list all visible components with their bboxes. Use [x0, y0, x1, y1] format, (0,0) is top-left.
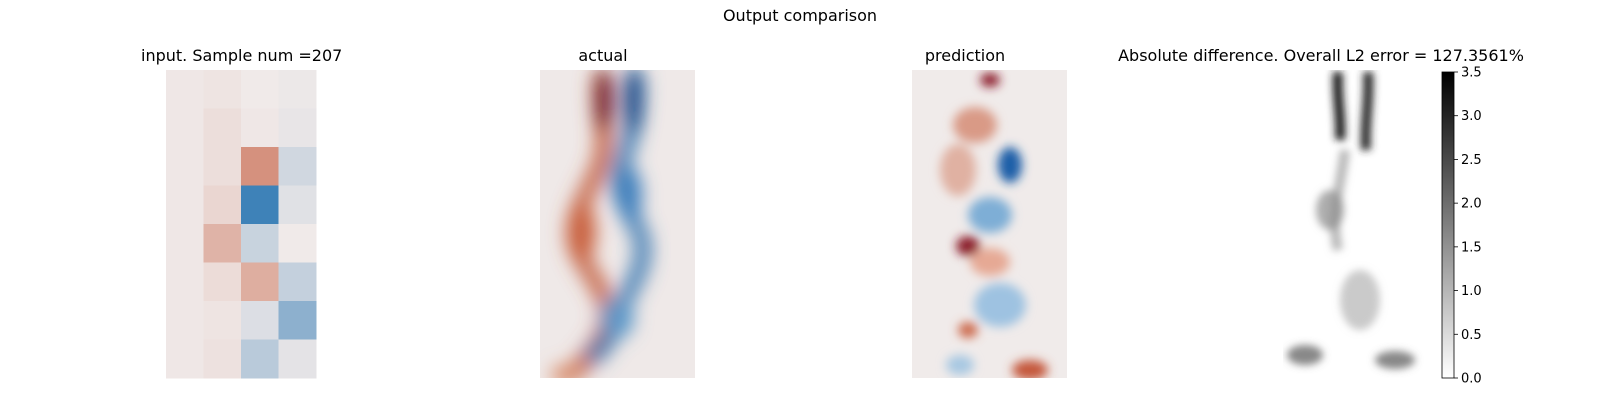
input-cell-r6-c2	[241, 301, 279, 340]
input-cell-r1-c0	[166, 108, 204, 148]
input-cell-r2-c2	[241, 147, 279, 186]
colorbar-tick-label: 0.5	[1461, 328, 1482, 343]
difference-gray-patch-1	[1316, 190, 1344, 230]
input-cell-r1-c2	[241, 108, 279, 148]
input-cell-r4-c3	[278, 224, 317, 263]
figure-title: Output comparison	[722, 6, 878, 25]
input-cell-r0-c1	[203, 70, 242, 109]
colorbar-tick-label: 2.5	[1461, 153, 1482, 168]
actual-panel-title: actual	[578, 46, 628, 65]
difference-background	[1283, 70, 1438, 378]
actual-red-lobe	[568, 202, 596, 262]
colorbar-tick-label: 1.0	[1461, 284, 1482, 299]
difference-dark-streak-2	[1360, 71, 1374, 151]
prediction-blue-blob-3	[974, 283, 1026, 327]
input-cell-r2-c0	[166, 147, 204, 186]
difference-gray-patch-4	[1375, 351, 1415, 369]
input-cell-r5-c3	[278, 262, 317, 302]
input-cell-r1-c3	[278, 108, 317, 148]
input-cell-r0-c3	[278, 70, 317, 109]
input-cell-r2-c1	[203, 147, 242, 186]
input-cell-r1-c1	[203, 108, 242, 148]
prediction-red-blob-7	[1012, 360, 1048, 378]
input-heatmap	[166, 70, 317, 379]
input-cell-r3-c3	[278, 185, 317, 225]
colorbar-tick-label: 3.5	[1461, 66, 1482, 81]
prediction-red-blob-5	[970, 248, 1010, 276]
input-cell-r0-c2	[241, 70, 279, 109]
actual-lower-blue-lobe	[602, 298, 634, 338]
actual-heatmap	[540, 70, 695, 378]
colorbar-tick-label: 3.0	[1461, 109, 1482, 124]
prediction-red-blob-6	[958, 322, 978, 338]
prediction-red-blob-3	[940, 144, 976, 196]
difference-panel-title: Absolute difference. Overall L2 error = …	[1118, 46, 1524, 65]
input-cell-r5-c2	[241, 262, 279, 302]
difference-gray-patch-3	[1287, 345, 1323, 365]
input-cell-r7-c3	[278, 339, 317, 379]
input-cell-r7-c0	[166, 339, 204, 379]
prediction-red-blob-1	[980, 73, 1000, 87]
colorbar-ticks: 0.0 0.5 1.0 1.5 2.0 2.5 3.0 3.5	[1454, 66, 1482, 387]
prediction-heatmap	[912, 70, 1067, 378]
prediction-blue-blob-1	[998, 147, 1022, 183]
input-cell-r7-c1	[203, 339, 242, 379]
prediction-panel-title: prediction	[924, 46, 1006, 65]
input-cell-r5-c1	[203, 262, 242, 302]
actual-bottom-red-lobe	[551, 365, 579, 378]
colorbar-tick-label: 2.0	[1461, 197, 1482, 212]
prediction-red-blob-4	[956, 236, 980, 256]
input-cell-r3-c1	[203, 185, 242, 225]
input-cell-r4-c0	[166, 224, 204, 263]
actual-dark-blue-core	[624, 70, 642, 134]
input-cell-r0-c0	[166, 70, 204, 109]
input-cell-r3-c0	[166, 185, 204, 225]
input-cell-r7-c2	[241, 339, 279, 379]
input-cell-r4-c2	[241, 224, 279, 263]
actual-blue-lobe	[618, 167, 642, 223]
input-panel-title: input. Sample num =207	[141, 46, 343, 65]
difference-heatmap	[1283, 70, 1438, 378]
input-cell-r6-c1	[203, 301, 242, 340]
colorbar	[1441, 71, 1455, 379]
input-cell-r4-c1	[203, 224, 242, 263]
difference-dark-streak-1	[1332, 71, 1346, 141]
colorbar-tick-label: 0.0	[1461, 372, 1482, 387]
difference-gray-patch-2	[1340, 270, 1380, 330]
input-cell-r3-c2	[241, 185, 279, 225]
input-cell-r2-c3	[278, 147, 317, 186]
prediction-blue-blob-4	[946, 355, 974, 375]
colorbar-tick-label: 1.5	[1461, 240, 1482, 255]
input-cell-r6-c3	[278, 301, 317, 340]
prediction-red-blob-2	[953, 107, 997, 143]
prediction-blue-blob-2	[968, 197, 1012, 233]
input-cell-r5-c0	[166, 262, 204, 302]
actual-dark-red-core	[595, 70, 613, 132]
input-cell-r6-c0	[166, 301, 204, 340]
